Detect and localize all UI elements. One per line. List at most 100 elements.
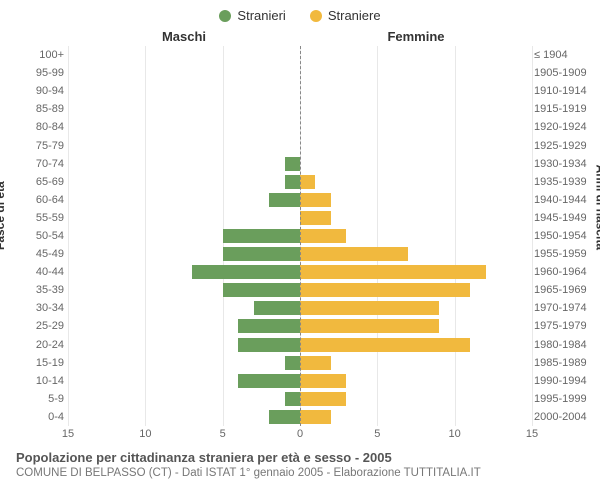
x-axis: 15105051015 xyxy=(68,428,532,444)
bar-female xyxy=(300,319,439,333)
age-label: 0-4 xyxy=(20,411,64,423)
bar-male-wrap xyxy=(68,136,300,154)
bar-female xyxy=(300,211,331,225)
age-label: 45-49 xyxy=(20,248,64,260)
birth-year-label: 1915-1919 xyxy=(534,103,590,115)
bar-female-wrap xyxy=(300,82,532,100)
x-tick: 15 xyxy=(526,428,538,440)
legend-label-male: Stranieri xyxy=(237,8,285,23)
bar-female-wrap xyxy=(300,299,532,317)
bar-female xyxy=(300,175,315,189)
bar-male xyxy=(269,410,300,424)
birth-year-label: 1985-1989 xyxy=(534,357,590,369)
y-axis-title-right: Anni di nascita xyxy=(593,165,600,250)
bar-female-wrap xyxy=(300,100,532,118)
bar-male-wrap xyxy=(68,390,300,408)
age-label: 20-24 xyxy=(20,339,64,351)
birth-year-label: 1970-1974 xyxy=(534,302,590,314)
bar-female-wrap xyxy=(300,173,532,191)
birth-year-label: 1960-1964 xyxy=(534,266,590,278)
bar-female-wrap xyxy=(300,336,532,354)
bar-male xyxy=(285,392,300,406)
age-label: 40-44 xyxy=(20,266,64,278)
age-label: 80-84 xyxy=(20,121,64,133)
bar-female xyxy=(300,410,331,424)
age-label: 100+ xyxy=(20,49,64,61)
birth-year-label: 1955-1959 xyxy=(534,248,590,260)
bar-male-wrap xyxy=(68,372,300,390)
bar-male-wrap xyxy=(68,209,300,227)
bar-male xyxy=(223,283,300,297)
birth-year-label: 1905-1909 xyxy=(534,67,590,79)
birth-year-label: 1910-1914 xyxy=(534,85,590,97)
bar-male xyxy=(285,175,300,189)
bar-male-wrap xyxy=(68,118,300,136)
birth-year-label: 1965-1969 xyxy=(534,284,590,296)
birth-year-label: 1945-1949 xyxy=(534,212,590,224)
birth-year-label: 1925-1929 xyxy=(534,140,590,152)
x-tick: 5 xyxy=(220,428,226,440)
birth-year-label: ≤ 1904 xyxy=(534,49,590,61)
bar-female-wrap xyxy=(300,390,532,408)
birth-year-label: 1975-1979 xyxy=(534,320,590,332)
bar-female-wrap xyxy=(300,354,532,372)
bar-female xyxy=(300,338,470,352)
birth-year-label: 1930-1934 xyxy=(534,158,590,170)
x-tick: 0 xyxy=(297,428,303,440)
age-label: 55-59 xyxy=(20,212,64,224)
bar-male xyxy=(238,374,300,388)
age-label: 90-94 xyxy=(20,85,64,97)
bar-male-wrap xyxy=(68,100,300,118)
center-line xyxy=(300,46,301,426)
plot-area: 100+≤ 190495-991905-190990-941910-191485… xyxy=(68,46,532,426)
birth-year-label: 1920-1924 xyxy=(534,121,590,133)
age-label: 10-14 xyxy=(20,375,64,387)
bar-female-wrap xyxy=(300,408,532,426)
legend-item-male: Stranieri xyxy=(219,8,285,23)
bar-female-wrap xyxy=(300,372,532,390)
age-label: 25-29 xyxy=(20,320,64,332)
age-label: 85-89 xyxy=(20,103,64,115)
bar-male xyxy=(223,247,300,261)
bar-female-wrap xyxy=(300,281,532,299)
bar-female-wrap xyxy=(300,46,532,64)
header-male: Maschi xyxy=(68,29,300,44)
bar-male xyxy=(223,229,300,243)
birth-year-label: 1950-1954 xyxy=(534,230,590,242)
birth-year-label: 1935-1939 xyxy=(534,176,590,188)
age-label: 60-64 xyxy=(20,194,64,206)
header-female: Femmine xyxy=(300,29,532,44)
bar-male-wrap xyxy=(68,281,300,299)
bar-male xyxy=(238,319,300,333)
bar-female xyxy=(300,229,346,243)
legend-swatch-female xyxy=(310,10,322,22)
footer: Popolazione per cittadinanza straniera p… xyxy=(8,450,592,479)
bar-female-wrap xyxy=(300,263,532,281)
bar-female-wrap xyxy=(300,317,532,335)
bar-female xyxy=(300,301,439,315)
bar-female xyxy=(300,374,346,388)
bar-male-wrap xyxy=(68,155,300,173)
bar-female xyxy=(300,356,331,370)
x-tick: 5 xyxy=(374,428,380,440)
x-tick: 15 xyxy=(62,428,74,440)
gridline xyxy=(532,46,533,426)
birth-year-label: 1980-1984 xyxy=(534,339,590,351)
bar-female-wrap xyxy=(300,64,532,82)
bar-male-wrap xyxy=(68,354,300,372)
bar-female xyxy=(300,247,408,261)
bar-male xyxy=(254,301,300,315)
bar-female xyxy=(300,265,486,279)
footer-subtitle: COMUNE DI BELPASSO (CT) - Dati ISTAT 1° … xyxy=(16,467,584,479)
birth-year-label: 1990-1994 xyxy=(534,375,590,387)
y-axis-title-left: Fasce di età xyxy=(0,181,7,250)
bar-female-wrap xyxy=(300,191,532,209)
bar-male-wrap xyxy=(68,173,300,191)
bar-male-wrap xyxy=(68,191,300,209)
bar-male xyxy=(269,193,300,207)
bar-male-wrap xyxy=(68,245,300,263)
legend: Stranieri Straniere xyxy=(8,8,592,23)
bar-female-wrap xyxy=(300,209,532,227)
birth-year-label: 2000-2004 xyxy=(534,411,590,423)
bar-male-wrap xyxy=(68,46,300,64)
